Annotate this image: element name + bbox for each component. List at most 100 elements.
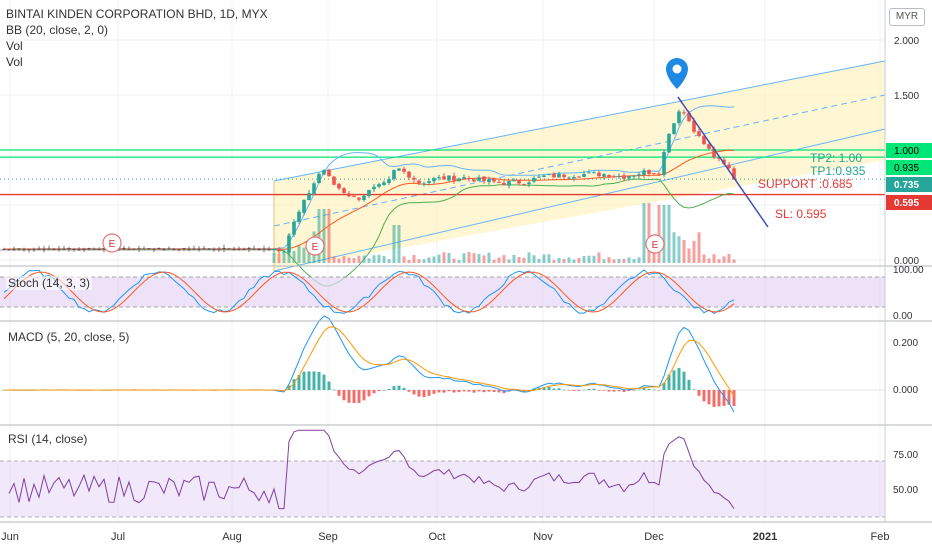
- volume-bar: [327, 209, 331, 263]
- badge-last-price: 0.735: [894, 180, 919, 191]
- badge-1000: 1.000: [894, 146, 919, 157]
- volume-bar: [512, 254, 516, 263]
- volume-bar: [632, 259, 636, 263]
- volume-bar: [507, 259, 511, 263]
- macd-hist-bar: [422, 390, 426, 398]
- macd-hist-bar: [642, 388, 646, 390]
- rsi-legend[interactable]: RSI (14, close): [6, 432, 90, 446]
- volume-bar: [687, 248, 691, 263]
- volume-bar: [352, 258, 356, 263]
- macd-hist-bar: [387, 388, 391, 390]
- candle-body: [677, 111, 681, 124]
- macd-hist-bar: [717, 390, 721, 407]
- candle-body: [472, 179, 476, 182]
- macd-hist-bar: [492, 390, 496, 393]
- candle-body: [447, 175, 451, 181]
- volume-legend-2[interactable]: Vol: [6, 55, 23, 69]
- macd-hist-bar: [337, 390, 341, 396]
- candle-body: [127, 249, 131, 251]
- macd-hist-bar: [572, 390, 576, 391]
- candles: [2, 109, 736, 256]
- candle-body: [142, 248, 146, 250]
- macd-hist-bar: [547, 387, 551, 390]
- candle-body: [512, 180, 516, 182]
- macd-hist-bar: [677, 368, 681, 390]
- macd-hist-bar: [557, 388, 561, 390]
- candle-body: [327, 169, 331, 177]
- earnings-letter: E: [109, 239, 116, 250]
- macd-hist-bar: [427, 390, 431, 396]
- candle-body: [7, 248, 11, 250]
- volume-bar: [397, 225, 401, 263]
- time-tick-label: Feb: [871, 531, 890, 543]
- volume-bar: [582, 256, 586, 263]
- candle-body: [377, 184, 381, 187]
- stoch-tick-0: 0.00: [893, 311, 913, 322]
- volume-bar: [367, 258, 371, 263]
- volume-bar: [712, 254, 716, 263]
- volume-bar: [467, 252, 471, 263]
- macd-hist-bar: [342, 390, 346, 401]
- time-tick-label: Sep: [318, 531, 338, 543]
- candle-body: [662, 152, 666, 176]
- candle-body: [282, 251, 286, 253]
- candle-body: [707, 144, 711, 149]
- volume-legend[interactable]: Vol: [6, 39, 23, 53]
- earnings-marker[interactable]: E: [305, 236, 325, 256]
- earnings-letter: E: [312, 242, 319, 253]
- candle-body: [317, 173, 321, 183]
- volume-bar: [547, 254, 551, 263]
- volume-bar: [292, 251, 296, 263]
- volume-bar: [562, 259, 566, 263]
- candle-body: [727, 164, 731, 169]
- macd-hist-bar: [407, 390, 411, 392]
- macd-hist-bar: [372, 390, 376, 394]
- rsi-pane: [0, 429, 885, 518]
- stoch-legend[interactable]: Stoch (14, 3, 3): [6, 276, 93, 290]
- volume-bar: [412, 255, 416, 263]
- downtrend-line: [677, 96, 769, 228]
- volume-bar: [372, 255, 376, 263]
- macd-tick-0000: 0.000: [893, 385, 918, 396]
- candle-body: [522, 184, 526, 186]
- time-axis[interactable]: Jun Jul Aug Sep Oct Nov Dec 2021 Feb: [1, 531, 889, 543]
- candle-body: [227, 248, 231, 250]
- earnings-marker[interactable]: E: [102, 233, 122, 253]
- volume-bar: [387, 259, 391, 263]
- pane-separators: [0, 0, 932, 523]
- candle-body: [252, 248, 256, 250]
- candle-body: [92, 248, 96, 250]
- volume-bar: [597, 252, 601, 263]
- volume-bar: [317, 209, 321, 263]
- macd-legend[interactable]: MACD (5, 20, close, 5): [6, 330, 132, 344]
- candle-body: [12, 249, 16, 251]
- candle-body: [297, 211, 301, 222]
- chart-title[interactable]: BINTAI KINDEN CORPORATION BHD, 1D, MYX: [6, 7, 268, 21]
- candle-body: [382, 182, 386, 186]
- candle-body: [672, 123, 676, 134]
- candle-body: [372, 186, 376, 190]
- volume-bar: [302, 247, 306, 263]
- candle-body: [77, 249, 81, 251]
- candle-body: [687, 112, 691, 122]
- macd-hist-bar: [722, 390, 726, 406]
- candle-body: [487, 179, 491, 183]
- badge-0935: 0.935: [894, 163, 919, 174]
- candle-body: [442, 176, 446, 180]
- macd-hist-bar: [412, 390, 416, 395]
- currency-button[interactable]: MYR: [889, 8, 925, 26]
- bb-legend[interactable]: BB (20, close, 2, 0): [6, 23, 109, 37]
- macd-hist-bar: [362, 390, 366, 401]
- earnings-marker[interactable]: E: [645, 234, 665, 254]
- macd-hist-bar: [682, 371, 686, 390]
- location-marker-icon[interactable]: [666, 58, 688, 89]
- volume-bar: [322, 209, 326, 263]
- downtrend-start: [677, 96, 683, 104]
- candle-body: [307, 193, 311, 200]
- macd-hist-bar: [352, 390, 356, 403]
- macd-hist-bar: [487, 390, 491, 392]
- macd-pane: [0, 315, 885, 413]
- volume-bar: [432, 256, 436, 263]
- volume-bar: [607, 257, 611, 263]
- candle-body: [482, 176, 486, 182]
